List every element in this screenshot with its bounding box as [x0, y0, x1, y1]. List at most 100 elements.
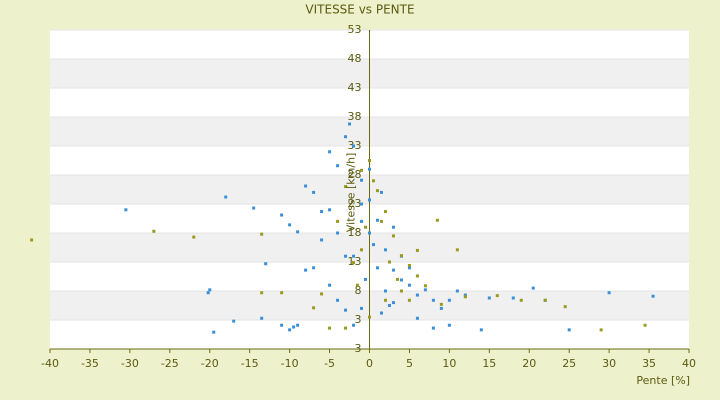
point	[511, 296, 515, 300]
point	[192, 235, 196, 239]
point	[407, 283, 411, 287]
point	[360, 306, 364, 310]
point	[206, 291, 210, 295]
y-tick-label: 38	[348, 110, 362, 123]
x-tick-label: -15	[241, 357, 259, 370]
point	[479, 328, 483, 332]
point	[344, 254, 348, 258]
point	[379, 311, 383, 315]
point	[399, 278, 403, 282]
point	[264, 262, 268, 266]
point	[212, 330, 216, 334]
point	[336, 298, 340, 302]
chart-title: VITESSE vs PENTE	[305, 3, 414, 17]
point	[288, 328, 292, 332]
y-tick-label: 18	[348, 226, 362, 239]
point	[415, 248, 419, 252]
point	[312, 190, 316, 194]
point	[407, 298, 411, 302]
point	[375, 218, 379, 222]
point	[368, 167, 371, 171]
y-tick-label: 8	[355, 284, 362, 297]
point	[431, 326, 435, 330]
point	[379, 190, 383, 194]
point	[352, 254, 356, 258]
point	[651, 294, 655, 298]
point	[224, 195, 228, 199]
point	[292, 325, 296, 329]
point	[415, 274, 419, 278]
point	[383, 248, 387, 252]
x-tick-label: -10	[281, 357, 299, 370]
point	[360, 219, 364, 223]
point	[607, 291, 611, 295]
y-tick-label: 53	[348, 23, 362, 36]
point	[260, 316, 264, 320]
x-tick-label: -20	[201, 357, 219, 370]
y-tick-label: 48	[348, 52, 362, 65]
point	[208, 288, 212, 292]
point	[495, 294, 499, 298]
point	[280, 323, 284, 327]
point	[599, 328, 603, 332]
point	[423, 288, 427, 292]
point	[252, 206, 256, 210]
point	[344, 135, 348, 139]
point	[407, 263, 411, 267]
point	[431, 298, 435, 302]
point	[439, 306, 443, 310]
point	[387, 304, 391, 307]
x-tick-label: 10	[442, 357, 456, 370]
point	[383, 210, 387, 214]
point	[531, 286, 535, 290]
point	[407, 266, 411, 270]
point	[320, 210, 324, 214]
point	[344, 326, 348, 330]
y-tick-label: 23	[348, 197, 362, 210]
point	[415, 293, 419, 297]
point	[260, 232, 264, 236]
x-tick-label: -40	[41, 357, 59, 370]
x-tick-label: 30	[602, 357, 616, 370]
point	[360, 248, 364, 252]
point	[395, 277, 399, 281]
point	[232, 319, 236, 323]
x-tick-label: 5	[406, 357, 413, 370]
x-tick-label: -35	[81, 357, 99, 370]
point	[360, 178, 364, 182]
point	[328, 208, 332, 212]
point	[368, 159, 371, 162]
point	[643, 323, 647, 327]
y-tick-label: 43	[348, 81, 362, 94]
point	[280, 291, 284, 295]
x-tick-label: -25	[161, 357, 179, 370]
x-axis-title: Pente [%]	[636, 374, 690, 387]
point	[360, 202, 364, 206]
point	[328, 150, 332, 154]
point	[356, 283, 360, 287]
point	[344, 185, 348, 189]
point	[352, 261, 356, 265]
point	[352, 144, 356, 148]
point	[280, 213, 284, 217]
point	[124, 208, 128, 212]
point	[371, 243, 375, 247]
point	[296, 323, 300, 327]
point	[312, 306, 316, 310]
point	[375, 266, 379, 270]
point	[368, 315, 371, 319]
point	[328, 326, 332, 330]
point	[30, 238, 34, 242]
x-tick-label: 25	[562, 357, 576, 370]
point	[563, 305, 567, 309]
point	[391, 225, 395, 229]
x-tick-label: 35	[642, 357, 656, 370]
point	[487, 296, 491, 300]
x-tick-label: 40	[682, 357, 696, 370]
x-tick-label: -30	[121, 357, 139, 370]
point	[391, 301, 395, 305]
point	[260, 291, 264, 295]
point	[379, 219, 383, 223]
point	[387, 260, 391, 264]
point	[399, 289, 403, 293]
